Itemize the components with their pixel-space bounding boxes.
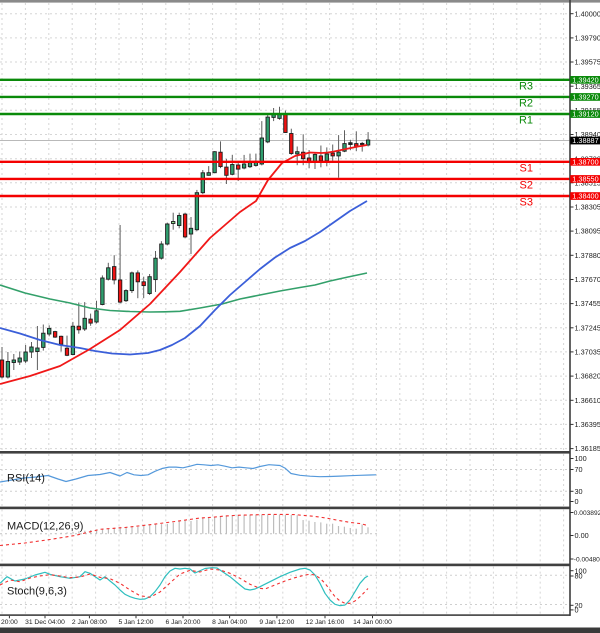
svg-text:1.36610: 1.36610 [575,396,600,405]
svg-text:1.38400: 1.38400 [572,192,598,201]
svg-text:1.39575: 1.39575 [575,58,600,67]
svg-text:14 Jan 00:00: 14 Jan 00:00 [353,619,392,626]
svg-text:70: 70 [575,465,583,474]
svg-text:R3: R3 [519,81,533,93]
svg-text:1.36395: 1.36395 [575,420,600,429]
svg-text:1.38700: 1.38700 [572,157,598,166]
svg-text:100: 100 [575,566,587,575]
svg-text:1.38515: 1.38515 [575,178,600,187]
svg-text:R2: R2 [519,98,533,110]
svg-text:R1: R1 [519,115,533,127]
svg-text:1.37245: 1.37245 [575,323,600,332]
svg-text:6 Jan 20:00: 6 Jan 20:00 [166,619,201,626]
svg-text:RSI(14): RSI(14) [7,473,45,485]
svg-text:0: 0 [575,606,579,615]
svg-text:1.37670: 1.37670 [575,275,600,284]
svg-text:1.40000: 1.40000 [575,9,600,18]
svg-text:1.37455: 1.37455 [575,299,600,308]
svg-text:S1: S1 [520,163,533,175]
svg-text:1.39790: 1.39790 [575,34,600,43]
svg-text:31 Dec 04:00: 31 Dec 04:00 [25,619,65,626]
svg-text:5 Jan 12:00: 5 Jan 12:00 [119,619,154,626]
svg-text:9 Jan 12:00: 9 Jan 12:00 [259,619,294,626]
svg-text:1.38550: 1.38550 [572,175,598,184]
svg-text:20:00: 20:00 [1,619,18,626]
svg-text:1.39270: 1.39270 [572,93,598,102]
svg-text:1.38305: 1.38305 [575,203,600,212]
svg-text:1.38887: 1.38887 [572,136,598,145]
svg-text:2 Jan 08:00: 2 Jan 08:00 [72,619,107,626]
svg-text:Stoch(9,6,3): Stoch(9,6,3) [7,586,67,598]
svg-text:1.39120: 1.39120 [572,110,598,119]
svg-text:1.37035: 1.37035 [575,348,600,357]
svg-text:0.00: 0.00 [575,531,589,540]
svg-text:0: 0 [575,497,579,506]
svg-text:1.37880: 1.37880 [575,251,600,260]
svg-text:MACD(12,26,9): MACD(12,26,9) [7,521,83,533]
svg-text:S3: S3 [520,197,533,209]
svg-text:1.38940: 1.38940 [575,130,600,139]
svg-text:12 Jan 16:00: 12 Jan 16:00 [306,619,345,626]
svg-text:80: 80 [575,572,583,581]
svg-text:20: 20 [575,601,583,610]
svg-text:1.36185: 1.36185 [575,444,600,453]
svg-text:0.003892: 0.003892 [574,510,600,517]
svg-text:1.39365: 1.39365 [575,82,600,91]
svg-text:1.36820: 1.36820 [575,372,600,381]
svg-text:30: 30 [575,487,583,496]
svg-text:1.39420: 1.39420 [572,75,598,84]
svg-text:1.38095: 1.38095 [575,227,600,236]
svg-text:8 Jan 04:00: 8 Jan 04:00 [212,619,247,626]
svg-text:S2: S2 [520,180,533,192]
svg-text:100: 100 [575,454,587,463]
